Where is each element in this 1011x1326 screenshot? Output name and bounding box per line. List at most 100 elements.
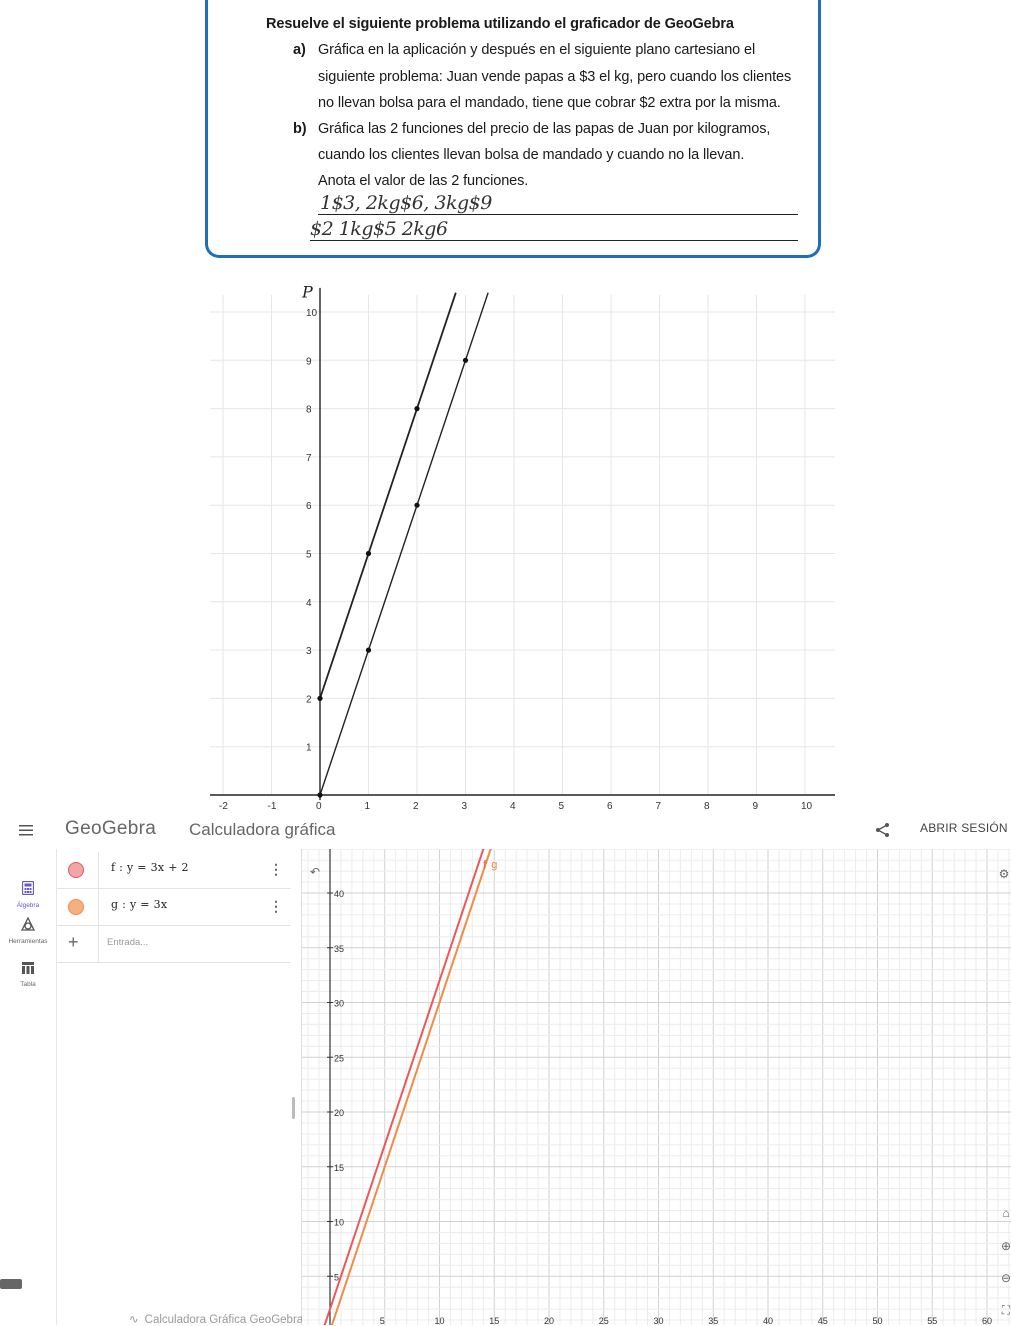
zoom-in-icon[interactable]: ⊕: [1000, 1239, 1011, 1253]
undo-icon[interactable]: ↶: [309, 865, 321, 879]
x-tick-label: 9: [753, 801, 759, 810]
visibility-toggle[interactable]: [68, 862, 84, 878]
nav-table[interactable]: Tabla: [0, 961, 56, 988]
x-tick-label: 50: [873, 1316, 883, 1325]
x-tick-label: 5: [380, 1316, 385, 1325]
y-tick-label: 9: [306, 356, 312, 367]
side-navigation: Álgebra Herramientas Tabla: [0, 849, 57, 1325]
y-axis-letter: P: [301, 285, 313, 302]
x-tick-label: 45: [818, 1316, 828, 1325]
data-point: [462, 357, 469, 363]
handwritten-answer-2: $2 1kg$5 2kg6: [310, 218, 448, 240]
y-tick-label: 25: [334, 1053, 344, 1063]
x-tick-label: 10: [801, 801, 813, 810]
item-b-line: Anota el valor de las 2 funciones.: [318, 173, 529, 189]
handwritten-answer-1: 1$3, 2kg$6, 3kg$9: [320, 192, 492, 214]
data-point: [365, 647, 372, 653]
divider: [98, 852, 99, 888]
settings-gear-icon[interactable]: ⚙: [998, 867, 1010, 881]
ggb-logo-icon: ∿: [129, 1314, 139, 1326]
zoom-out-icon[interactable]: ⊖: [1000, 1271, 1011, 1285]
algebra-input-row[interactable]: + Entrada...: [57, 926, 291, 963]
geogebra-graph[interactable]: 5 10 15 20 25 30 35 40 5 10 15 20 25 30 35 40 45 50 55 60 f g: [302, 849, 1011, 1325]
nav-tools[interactable]: Herramientas: [0, 916, 56, 945]
graphics-view[interactable]: 5 10 15 20 25 30 35 40 5 10 15 20 25 30 35 40 45 50 55 60 f g…: [302, 849, 1011, 1325]
item-b-letter: b): [293, 121, 307, 137]
item-a-line: no llevan bolsa para el mandado, tiene q…: [318, 95, 781, 111]
x-tick-label: 35: [708, 1316, 718, 1325]
x-tick-label: 8: [704, 801, 710, 810]
x-tick-label: 6: [607, 801, 613, 810]
series-line: [319, 292, 489, 796]
divider: [98, 926, 99, 962]
item-a-line: Gráfica en la aplicación y después en el…: [318, 42, 756, 58]
footer-brand-label: Calculadora Gráfica GeoGebra: [144, 1314, 304, 1326]
y-tick-label: 40: [334, 889, 344, 899]
x-tick-label: 60: [982, 1316, 992, 1325]
item-a-letter: a): [293, 42, 306, 58]
y-tick-label: 6: [306, 501, 312, 512]
keyboard-icon[interactable]: [0, 1279, 22, 1289]
problem-box: [205, 0, 821, 258]
calculator-icon: [21, 880, 35, 896]
x-tick-label: 3: [462, 801, 468, 810]
y-tick-label: 35: [334, 944, 344, 954]
panel-resize-handle[interactable]: [292, 1097, 295, 1119]
algebra-input[interactable]: Entrada...: [107, 937, 149, 948]
algebra-view: f : y = 3x + 2 ⋮ g : y = 3x ⋮ + Entrada.…: [57, 849, 303, 1326]
divider: [98, 889, 99, 925]
footer-brand: ∿ Calculadora Gráfica GeoGebra: [129, 1312, 303, 1326]
geogebra-logo[interactable]: GeoGebra: [65, 818, 157, 839]
hamburger-menu-icon[interactable]: [18, 822, 34, 838]
function-line-g: [330, 849, 492, 1325]
x-tick-label: 4: [510, 801, 516, 810]
answer-rule: [318, 214, 798, 215]
geogebra-app: GeoGebra Calculadora gráfica ABRIR SESIÓ…: [0, 812, 1011, 1326]
y-tick-label: 10: [306, 308, 318, 319]
add-icon[interactable]: +: [68, 932, 79, 952]
data-point: [317, 792, 323, 798]
function-line-f: [323, 849, 485, 1325]
y-tick-label: 2: [306, 694, 312, 705]
y-tick-label: 10: [334, 1218, 344, 1228]
item-b-line: cuando los clientes llevan bolsa de mand…: [318, 147, 745, 163]
x-tick-label: 55: [927, 1316, 937, 1325]
x-tick-label: 0: [316, 801, 322, 810]
worksheet-scan: Resuelve el siguiente problema utilizand…: [205, 0, 835, 810]
algebra-expression[interactable]: g : y = 3x: [111, 898, 168, 911]
x-tick-label: 10: [435, 1316, 445, 1325]
fullscreen-icon[interactable]: ⛶: [1001, 1303, 1011, 1317]
nav-label: Álgebra: [16, 902, 40, 909]
tools-icon: [20, 916, 36, 931]
y-tick-label: 30: [334, 999, 344, 1009]
algebra-item-g[interactable]: g : y = 3x ⋮: [57, 889, 291, 926]
nav-label: Herramientas: [8, 938, 48, 945]
x-tick-label: 5: [559, 801, 565, 810]
nav-label: Tabla: [20, 981, 36, 988]
y-tick-label: 5: [306, 550, 312, 561]
x-tick-label: 15: [489, 1316, 499, 1325]
nav-algebra[interactable]: Álgebra: [0, 880, 56, 909]
x-tick-label: 1: [365, 801, 371, 810]
more-options-icon[interactable]: ⋮: [269, 898, 283, 914]
app-header: GeoGebra Calculadora gráfica ABRIR SESIÓ…: [0, 812, 1011, 848]
algebra-expression[interactable]: f : y = 3x + 2: [111, 861, 189, 874]
table-icon: [22, 962, 34, 974]
login-button[interactable]: ABRIR SESIÓN: [920, 821, 1008, 835]
y-tick-label: 15: [334, 1163, 344, 1173]
x-tick-label: 40: [763, 1316, 773, 1325]
algebra-item-f[interactable]: f : y = 3x + 2 ⋮: [57, 852, 291, 889]
paper-cartesian-plane: P -2 -1 0 1 2 3 4 5 6 7 8 9 10 1 2 3 4 5 6 7 8 9 10: [210, 285, 835, 810]
home-icon[interactable]: ⌂: [1002, 1206, 1010, 1220]
more-options-icon[interactable]: ⋮: [269, 861, 283, 877]
y-tick-label: 20: [334, 1108, 344, 1118]
x-tick-label: 2: [413, 801, 419, 810]
share-icon[interactable]: [874, 821, 892, 839]
visibility-toggle[interactable]: [68, 899, 84, 915]
y-tick-label: 8: [306, 405, 312, 416]
series-line: [319, 292, 457, 699]
function-label-g: g: [491, 859, 497, 871]
x-tick-label: 20: [544, 1316, 554, 1325]
data-point: [414, 406, 420, 412]
x-tick-label: -2: [219, 801, 228, 810]
